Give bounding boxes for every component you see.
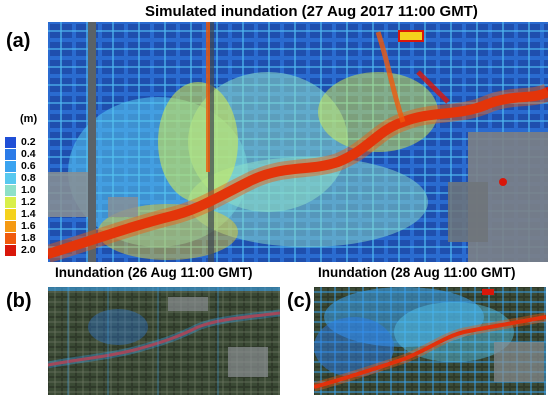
legend-tick: 0.4 xyxy=(21,148,36,160)
legend-swatch xyxy=(5,245,16,256)
legend-swatch xyxy=(5,185,16,196)
legend-tick: 2.0 xyxy=(21,244,36,256)
legend-swatch xyxy=(5,233,16,244)
legend-tick: 1.0 xyxy=(21,184,36,196)
legend-tick: 1.8 xyxy=(21,232,36,244)
panel-a-label: (a) xyxy=(6,30,31,52)
legend-tick: 0.6 xyxy=(21,160,36,172)
panel-b-label: (b) xyxy=(6,290,32,312)
legend-unit: (m) xyxy=(20,113,38,125)
inundation-map-b[interactable] xyxy=(48,287,280,395)
legend-swatch xyxy=(5,197,16,208)
legend-tick: 1.6 xyxy=(21,220,36,232)
inundation-map-a[interactable] xyxy=(48,22,548,262)
inundation-map-c[interactable] xyxy=(314,287,546,395)
panel-c-label: (c) xyxy=(287,290,312,312)
panel-c-title: Inundation (28 Aug 11:00 GMT) xyxy=(318,265,516,280)
legend-swatch xyxy=(5,209,16,220)
panel-a-title: Simulated inundation (27 Aug 2017 11:00 … xyxy=(145,3,478,20)
legend-swatch xyxy=(5,221,16,232)
legend-tick: 1.2 xyxy=(21,196,36,208)
legend-tick: 0.8 xyxy=(21,172,36,184)
panel-b-title: Inundation (26 Aug 11:00 GMT) xyxy=(55,265,253,280)
legend-swatch xyxy=(5,149,16,160)
legend-swatch xyxy=(5,173,16,184)
legend-swatch xyxy=(5,137,16,148)
legend-tick: 0.2 xyxy=(21,136,36,148)
legend-swatch xyxy=(5,161,16,172)
depth-legend: 0.2 0.4 0.6 0.8 1.0 1.2 1.4 1.6 1.8 2.0 xyxy=(0,0,48,256)
legend-tick: 1.4 xyxy=(21,208,36,220)
